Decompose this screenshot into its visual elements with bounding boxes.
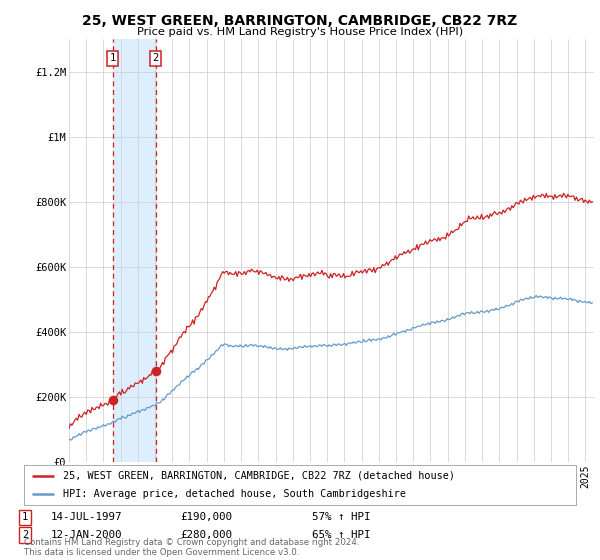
Text: 1: 1 <box>110 53 116 63</box>
Text: 2: 2 <box>22 530 28 540</box>
Point <box>151 366 161 375</box>
Text: 14-JUL-1997: 14-JUL-1997 <box>51 512 122 522</box>
Text: £190,000: £190,000 <box>180 512 232 522</box>
Point <box>108 396 118 405</box>
Text: 65% ↑ HPI: 65% ↑ HPI <box>312 530 371 540</box>
Text: Price paid vs. HM Land Registry's House Price Index (HPI): Price paid vs. HM Land Registry's House … <box>137 27 463 37</box>
Text: 25, WEST GREEN, BARRINGTON, CAMBRIDGE, CB22 7RZ: 25, WEST GREEN, BARRINGTON, CAMBRIDGE, C… <box>82 14 518 28</box>
Text: HPI: Average price, detached house, South Cambridgeshire: HPI: Average price, detached house, Sout… <box>62 489 406 499</box>
Text: 2: 2 <box>152 53 159 63</box>
Text: Contains HM Land Registry data © Crown copyright and database right 2024.
This d: Contains HM Land Registry data © Crown c… <box>24 538 359 557</box>
Text: 25, WEST GREEN, BARRINGTON, CAMBRIDGE, CB22 7RZ (detached house): 25, WEST GREEN, BARRINGTON, CAMBRIDGE, C… <box>62 471 455 480</box>
Text: 12-JAN-2000: 12-JAN-2000 <box>51 530 122 540</box>
Text: 1: 1 <box>22 512 28 522</box>
Text: £280,000: £280,000 <box>180 530 232 540</box>
Text: 57% ↑ HPI: 57% ↑ HPI <box>312 512 371 522</box>
Bar <box>113 39 156 462</box>
